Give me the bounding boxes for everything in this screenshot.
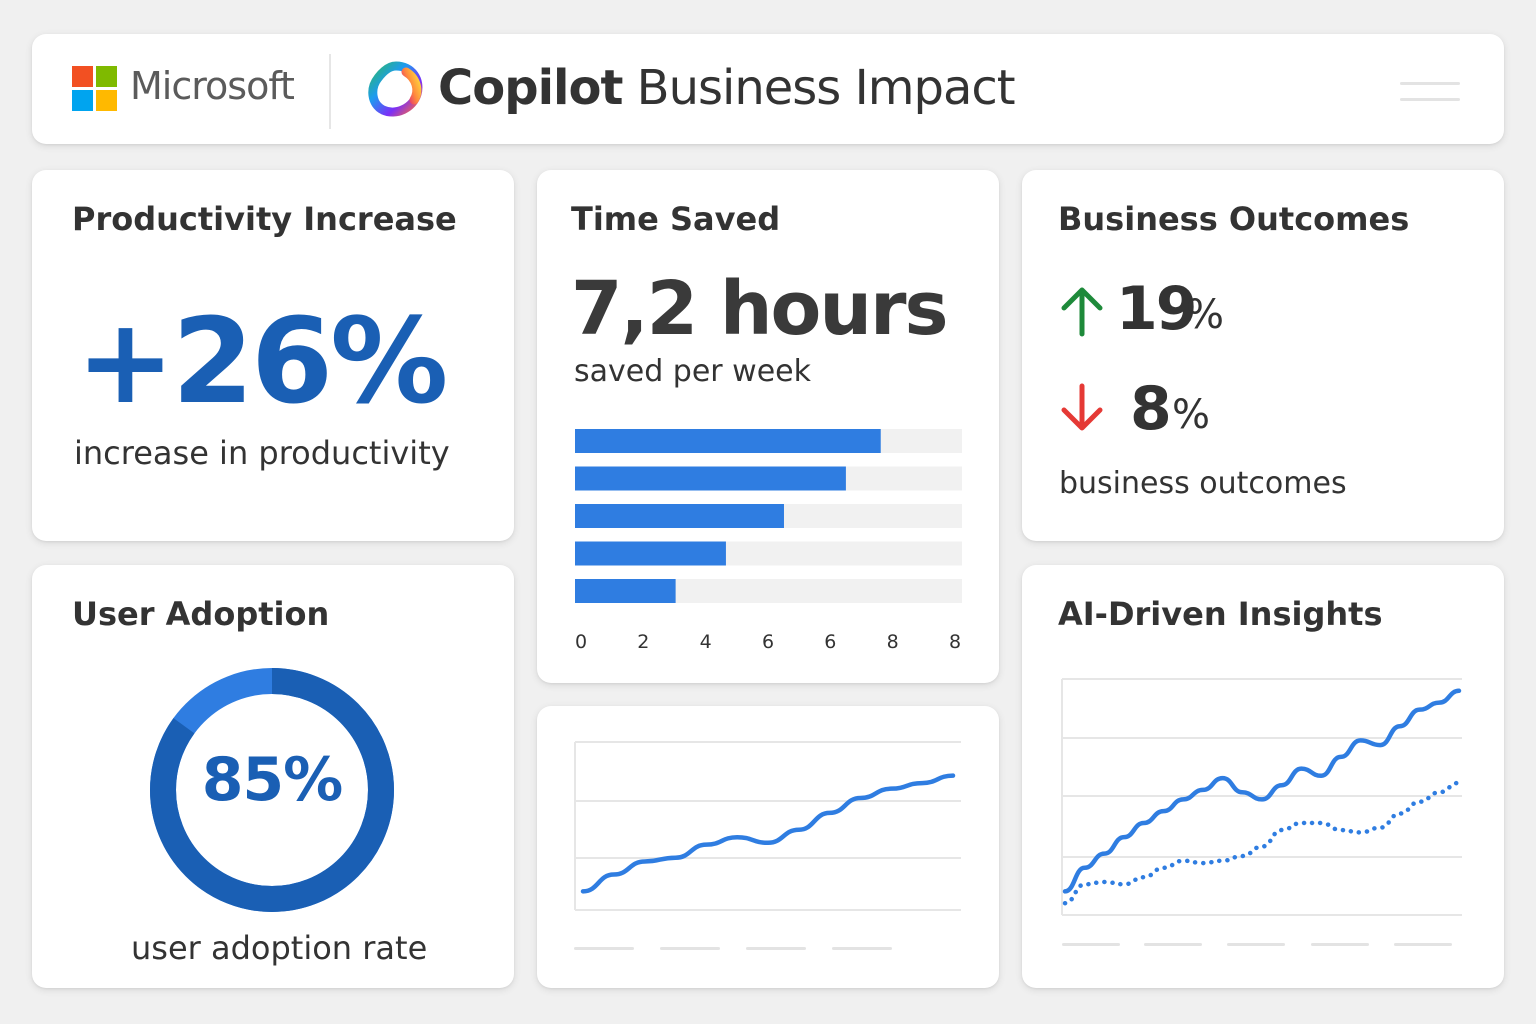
card-title: Time Saved xyxy=(571,200,781,238)
user-adoption-card: User Adoption 85% user adoption rate xyxy=(32,565,514,988)
legend-placeholder xyxy=(574,947,634,950)
legend-placeholder xyxy=(1311,943,1369,946)
time-saved-bar-chart: 0 2 4 6 6 8 8 xyxy=(575,429,962,653)
app-title: Copilot Business Impact xyxy=(438,60,1016,116)
donut-arc xyxy=(150,668,394,912)
arrow-up-icon xyxy=(1061,287,1103,337)
bar xyxy=(575,541,726,566)
adoption-caption: user adoption rate xyxy=(131,929,428,967)
trend-line-chart xyxy=(574,741,961,950)
business-outcomes-card: Business Outcomes 19 % 8 % business outc… xyxy=(1022,170,1504,541)
time-saved-card: Time Saved 7,2 hours saved per week 0 2 4 6… xyxy=(537,170,999,683)
adoption-donut-chart xyxy=(150,668,394,912)
trend-card xyxy=(537,706,999,988)
legend-placeholder xyxy=(1144,943,1202,946)
outcome-up-unit: % xyxy=(1186,292,1225,338)
copilot-icon xyxy=(368,61,423,117)
insights-line-chart xyxy=(1061,678,1462,946)
header-divider xyxy=(329,54,331,129)
brand-name: Microsoft xyxy=(130,64,295,108)
x-tick-label: 6 xyxy=(824,631,836,653)
productivity-caption: increase in productivity xyxy=(74,434,450,472)
x-tick-label: 8 xyxy=(887,631,899,653)
menu-icon[interactable] xyxy=(1400,80,1460,106)
card-title: User Adoption xyxy=(72,595,330,633)
adoption-value: 85% xyxy=(201,745,344,815)
productivity-value: +26% xyxy=(76,292,448,430)
time-saved-caption: saved per week xyxy=(574,354,811,389)
series-line-dotted xyxy=(1062,780,1462,906)
card-title: Productivity Increase xyxy=(72,200,457,238)
time-saved-value: 7,2 hours xyxy=(571,266,949,352)
x-tick-label: 6 xyxy=(762,631,774,653)
x-tick-label: 4 xyxy=(700,631,712,653)
legend-placeholder xyxy=(746,947,806,950)
bar xyxy=(575,466,846,491)
outcome-down-value: 8 xyxy=(1130,374,1172,444)
productivity-card: Productivity Increase +26% increase in p… xyxy=(32,170,514,541)
x-tick-label: 0 xyxy=(575,631,587,653)
legend-placeholder xyxy=(1062,943,1120,946)
bar xyxy=(575,429,881,453)
legend-placeholder xyxy=(660,947,720,950)
card-title: AI-Driven Insights xyxy=(1058,595,1383,633)
microsoft-logo-icon xyxy=(72,66,118,112)
series-line xyxy=(1062,688,1462,894)
series-line xyxy=(580,773,956,894)
card-title: Business Outcomes xyxy=(1058,200,1410,238)
ai-insights-card: AI-Driven Insights xyxy=(1022,565,1504,988)
legend-placeholder xyxy=(832,947,892,950)
outcomes-caption: business outcomes xyxy=(1059,466,1347,501)
outcome-down-unit: % xyxy=(1172,392,1211,438)
arrow-down-icon xyxy=(1061,383,1103,431)
legend-placeholder xyxy=(1227,943,1285,946)
x-tick-label: 8 xyxy=(949,631,961,653)
bar xyxy=(575,504,784,528)
legend-placeholder xyxy=(1394,943,1452,946)
header-bar: Microsoft Copilot Business Impact xyxy=(32,34,1504,144)
outcome-up-value: 19 xyxy=(1116,274,1197,344)
bar xyxy=(575,579,676,603)
x-tick-label: 2 xyxy=(637,631,649,653)
